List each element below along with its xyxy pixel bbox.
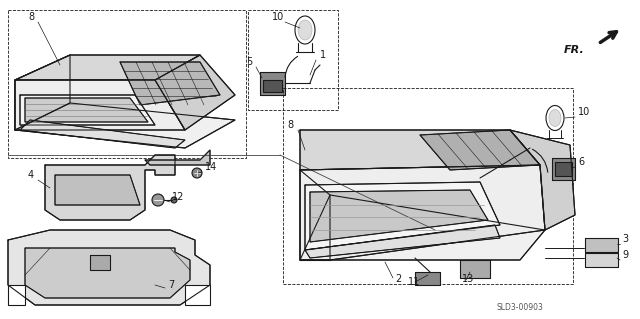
Polygon shape xyxy=(300,170,330,260)
Polygon shape xyxy=(310,190,488,242)
Polygon shape xyxy=(20,95,155,125)
Text: 5: 5 xyxy=(246,57,252,67)
Text: 13: 13 xyxy=(462,274,474,284)
Text: 11: 11 xyxy=(408,277,420,287)
Text: 8: 8 xyxy=(28,12,34,22)
Polygon shape xyxy=(305,182,500,250)
Polygon shape xyxy=(510,130,575,230)
Polygon shape xyxy=(460,260,490,278)
Polygon shape xyxy=(155,55,235,130)
Text: 2: 2 xyxy=(395,274,401,284)
Polygon shape xyxy=(45,155,175,220)
Ellipse shape xyxy=(295,16,315,44)
Text: 10: 10 xyxy=(272,12,284,22)
Polygon shape xyxy=(585,253,618,267)
Polygon shape xyxy=(25,98,148,122)
Text: 6: 6 xyxy=(578,157,584,167)
Polygon shape xyxy=(20,120,185,148)
Circle shape xyxy=(171,197,177,203)
Text: 14: 14 xyxy=(205,162,217,172)
Circle shape xyxy=(192,168,202,178)
Polygon shape xyxy=(585,238,618,252)
Text: 1: 1 xyxy=(320,50,326,60)
Polygon shape xyxy=(185,285,210,305)
Text: 12: 12 xyxy=(172,192,184,202)
Text: SLD3-00903: SLD3-00903 xyxy=(497,303,543,313)
Text: 9: 9 xyxy=(622,250,628,260)
Text: 3: 3 xyxy=(622,234,628,244)
Ellipse shape xyxy=(546,106,564,130)
Polygon shape xyxy=(15,103,235,148)
Polygon shape xyxy=(8,230,210,305)
Text: 10: 10 xyxy=(578,107,590,117)
Text: 8: 8 xyxy=(287,120,293,130)
Text: 4: 4 xyxy=(28,170,34,180)
Ellipse shape xyxy=(298,20,312,40)
Text: FR.: FR. xyxy=(564,45,585,55)
Polygon shape xyxy=(25,248,190,298)
Polygon shape xyxy=(420,130,540,170)
Polygon shape xyxy=(55,175,140,205)
Polygon shape xyxy=(90,255,110,270)
Bar xyxy=(8,10,246,158)
Polygon shape xyxy=(15,80,185,130)
Polygon shape xyxy=(15,55,70,130)
Polygon shape xyxy=(555,162,572,176)
Polygon shape xyxy=(415,272,440,285)
Polygon shape xyxy=(552,158,575,180)
Polygon shape xyxy=(305,225,500,258)
Polygon shape xyxy=(15,55,200,80)
Polygon shape xyxy=(260,72,285,95)
Bar xyxy=(248,10,338,110)
Ellipse shape xyxy=(549,109,561,127)
Polygon shape xyxy=(300,165,545,260)
Polygon shape xyxy=(300,195,545,260)
Bar xyxy=(283,88,573,284)
Polygon shape xyxy=(8,285,25,305)
Polygon shape xyxy=(120,62,220,105)
Circle shape xyxy=(152,194,164,206)
Polygon shape xyxy=(263,80,282,92)
Text: 7: 7 xyxy=(168,280,174,290)
Polygon shape xyxy=(145,150,210,165)
Polygon shape xyxy=(300,130,540,170)
